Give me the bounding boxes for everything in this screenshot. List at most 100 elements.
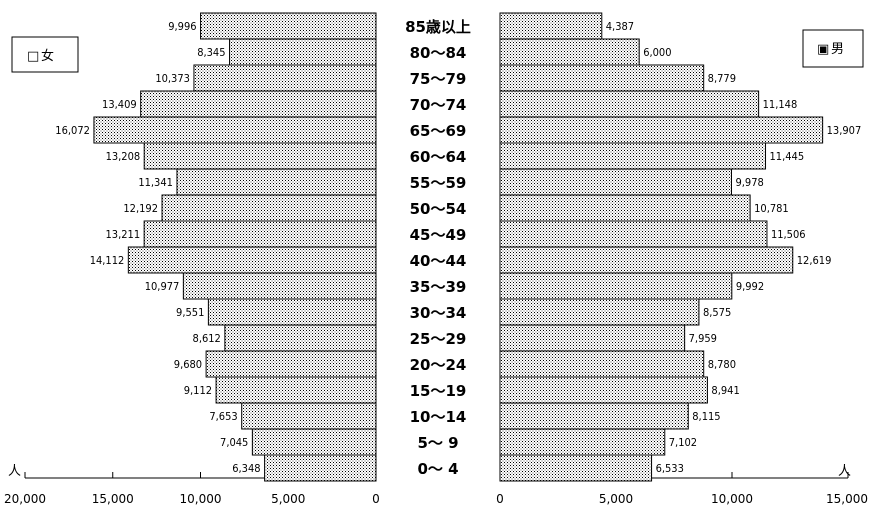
female-bar <box>215 376 377 404</box>
right-axis-tick-label: 15,000 <box>826 492 868 506</box>
female-bar <box>161 194 377 222</box>
male-value-label: 4,387 <box>606 20 634 33</box>
female-value-label: 13,208 <box>106 150 141 163</box>
female-value-label: 7,653 <box>209 410 237 423</box>
male-bar <box>499 194 751 222</box>
labels-group: 9,996 4,387 85歳以上 8,345 6,000 80〜84 10,373 8,77… <box>55 18 861 478</box>
female-bar <box>143 142 377 170</box>
male-value-label: 11,506 <box>771 228 806 241</box>
left-axis-tick-label: 5,000 <box>271 492 305 506</box>
male-bar <box>499 64 705 92</box>
legend-female: □ 女 <box>11 36 79 73</box>
male-bar <box>499 350 705 378</box>
male-value-label: 11,148 <box>763 98 798 111</box>
age-category-label: 10〜14 <box>410 408 467 426</box>
female-value-label: 10,977 <box>145 280 180 293</box>
female-bar <box>264 454 377 482</box>
age-category-label: 65〜69 <box>410 122 467 140</box>
male-value-label: 8,575 <box>703 306 731 319</box>
male-value-label: 11,445 <box>770 150 805 163</box>
male-bar <box>499 376 708 404</box>
age-category-label: 70〜74 <box>410 96 467 114</box>
male-value-label: 12,619 <box>797 254 832 267</box>
age-category-label: 50〜54 <box>410 200 467 218</box>
male-bar <box>499 90 760 118</box>
female-value-label: 14,112 <box>90 254 125 267</box>
legend-male-marker: ▣ <box>817 42 829 57</box>
male-bar <box>499 246 794 274</box>
female-bar <box>241 402 377 430</box>
age-category-label: 45〜49 <box>410 226 467 244</box>
legend-male-label: 男 <box>831 42 844 57</box>
female-bar <box>193 64 377 92</box>
bars-group <box>93 12 824 482</box>
legend-female-label: 女 <box>41 48 54 64</box>
female-value-label: 6,348 <box>232 462 260 475</box>
female-value-label: 8,345 <box>197 46 225 59</box>
legend-male: ▣ 男 <box>802 29 864 68</box>
male-value-label: 8,779 <box>708 72 736 85</box>
age-category-label: 30〜34 <box>410 304 467 322</box>
male-value-label: 8,780 <box>708 358 736 371</box>
female-bar <box>182 272 377 300</box>
age-category-label: 80〜84 <box>410 44 467 62</box>
right-axis-tick-label: 5,000 <box>599 492 633 506</box>
male-value-label: 10,781 <box>754 202 789 215</box>
male-bar <box>499 12 603 40</box>
age-category-label: 0〜 4 <box>417 460 458 478</box>
age-category-label: 60〜64 <box>410 148 467 166</box>
right-axis-unit: 人 <box>838 464 851 479</box>
age-category-label: 35〜39 <box>410 278 467 296</box>
female-value-label: 9,680 <box>174 358 202 371</box>
male-value-label: 8,115 <box>692 410 720 423</box>
age-category-label: 20〜24 <box>410 356 467 374</box>
male-value-label: 7,959 <box>689 332 717 345</box>
age-category-label: 40〜44 <box>410 252 467 270</box>
female-value-label: 9,996 <box>168 20 196 33</box>
right-axis-tick-label: 10,000 <box>711 492 753 506</box>
male-bar <box>499 168 732 196</box>
female-value-label: 13,211 <box>106 228 141 241</box>
male-value-label: 8,941 <box>711 384 739 397</box>
female-value-label: 10,373 <box>155 72 190 85</box>
age-category-label: 5〜 9 <box>417 434 458 452</box>
female-bar <box>229 38 377 66</box>
male-bar <box>499 454 653 482</box>
left-axis-tick-label: 10,000 <box>180 492 222 506</box>
male-value-label: 7,102 <box>669 436 697 449</box>
male-value-label: 9,992 <box>736 280 764 293</box>
female-value-label: 13,409 <box>102 98 137 111</box>
female-bar <box>143 220 377 248</box>
male-bar <box>499 402 689 430</box>
female-bar <box>140 90 377 118</box>
right-axis-tick-label: 0 <box>496 492 504 506</box>
left-axis: 20,000 15,000 10,000 5,000 0 <box>4 472 380 506</box>
left-axis-tick-label: 15,000 <box>92 492 134 506</box>
female-bar <box>93 116 377 144</box>
male-bar <box>499 272 733 300</box>
male-bar <box>499 220 768 248</box>
female-bar <box>251 428 377 456</box>
age-category-label: 15〜19 <box>410 382 467 400</box>
female-bar <box>205 350 377 378</box>
male-bar <box>499 428 666 456</box>
male-value-label: 6,533 <box>656 462 684 475</box>
age-category-label: 55〜59 <box>410 174 467 192</box>
left-axis-unit: 人 <box>8 464 21 479</box>
female-bar <box>224 324 377 352</box>
legend-female-marker: □ <box>27 49 39 64</box>
male-value-label: 6,000 <box>643 46 671 59</box>
left-axis-tick-label: 20,000 <box>4 492 46 506</box>
left-axis-tick-label: 0 <box>372 492 380 506</box>
female-value-label: 9,112 <box>184 384 212 397</box>
age-category-label: 85歳以上 <box>405 18 471 36</box>
age-category-label: 75〜79 <box>410 70 467 88</box>
female-value-label: 8,612 <box>193 332 221 345</box>
female-value-label: 16,072 <box>55 124 90 137</box>
female-bar <box>127 246 377 274</box>
female-value-label: 11,341 <box>138 176 173 189</box>
legend-male-box <box>802 29 864 68</box>
female-value-label: 9,551 <box>176 306 204 319</box>
male-bar <box>499 38 640 66</box>
